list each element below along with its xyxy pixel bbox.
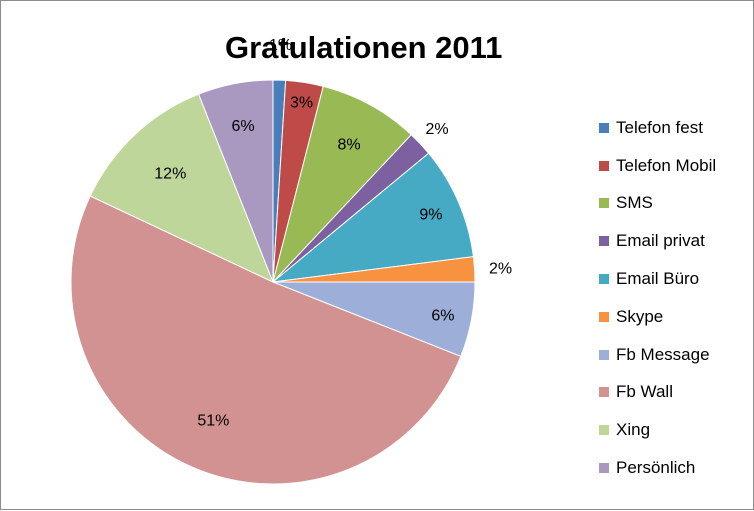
legend-swatch xyxy=(599,274,609,285)
legend-swatch xyxy=(599,463,609,474)
legend-label: Email privat xyxy=(616,231,705,251)
legend-swatch xyxy=(599,425,609,436)
legend-item: SMS xyxy=(599,185,749,223)
legend-label: Fb Message xyxy=(616,344,710,364)
data-label-xing: 12% xyxy=(154,166,186,183)
legend-swatch xyxy=(599,236,609,247)
legend-item: Persönlich xyxy=(599,449,749,487)
data-label-email-b-ro: 9% xyxy=(419,207,442,224)
legend-label: Telefon Mobil xyxy=(616,155,717,175)
legend-item: Fb Message xyxy=(599,336,749,374)
pie-slice-email-b-ro xyxy=(271,152,474,283)
pie-slice-fb-wall xyxy=(70,195,462,485)
legend-swatch xyxy=(599,122,609,133)
data-label-skype: 2% xyxy=(489,261,512,278)
pie-slice-pers-nlich xyxy=(197,79,274,283)
data-label-telefon-mobil: 3% xyxy=(290,94,313,111)
data-label-telefon-fest: 1% xyxy=(269,37,292,54)
pie-slice-sms xyxy=(272,85,412,283)
legend-item: Telefon fest xyxy=(599,109,749,147)
legend-label: Email Büro xyxy=(616,269,700,289)
legend-swatch xyxy=(599,387,609,398)
legend-label: Xing xyxy=(616,420,651,440)
data-label-email-privat: 2% xyxy=(425,121,448,138)
legend-swatch xyxy=(599,198,609,209)
legend-item: Skype xyxy=(599,298,749,336)
legend-swatch xyxy=(599,349,609,360)
legend-label: Skype xyxy=(616,306,664,326)
legend-label: Persönlich xyxy=(616,458,696,478)
legend-item: Email Büro xyxy=(599,260,749,298)
chart-title: Gratulationen 2011 xyxy=(225,30,503,65)
data-label-fb-wall: 51% xyxy=(197,413,229,430)
legend-swatch xyxy=(599,311,609,322)
data-label-pers-nlich: 6% xyxy=(231,118,254,135)
pie-slice-xing xyxy=(89,93,274,283)
legend-swatch xyxy=(599,160,609,171)
legend-item: Xing xyxy=(599,411,749,449)
data-label-sms: 8% xyxy=(338,137,361,154)
legend-item: Email privat xyxy=(599,222,749,260)
chart-legend: Telefon fest Telefon Mobil SMS Email privat… xyxy=(599,109,749,487)
data-label-fb-message: 6% xyxy=(431,307,454,324)
legend-label: SMS xyxy=(616,193,653,213)
legend-label: Fb Wall xyxy=(616,382,673,402)
legend-item: Telefon Mobil xyxy=(599,147,749,185)
legend-label: Telefon fest xyxy=(616,117,703,137)
legend-item: Fb Wall xyxy=(599,374,749,412)
